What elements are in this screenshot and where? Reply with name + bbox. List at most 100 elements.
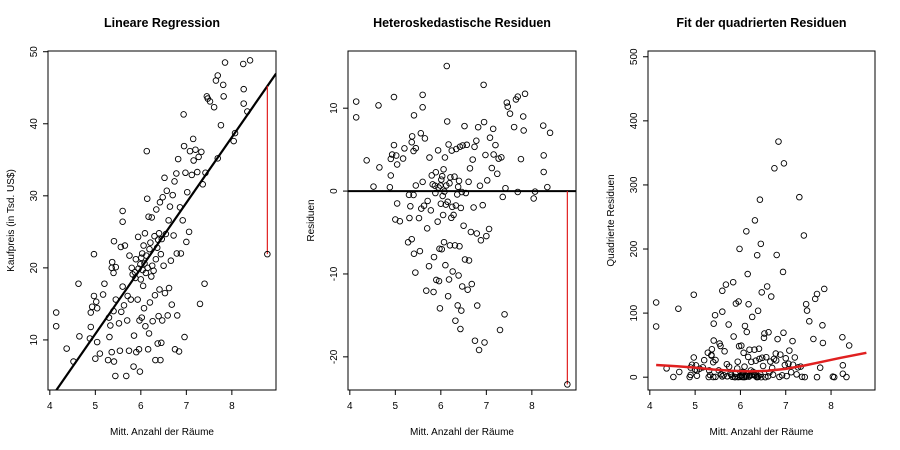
data-point (92, 298, 100, 305)
data-point (52, 309, 60, 316)
data-point (134, 233, 142, 241)
data-point (168, 301, 176, 308)
data-point (194, 168, 201, 176)
x-tick-label: 7 (783, 401, 789, 412)
data-point (427, 207, 435, 214)
data-point (675, 305, 682, 312)
data-point (450, 211, 457, 219)
data-point (86, 335, 94, 342)
data-point (154, 236, 162, 244)
data-point (387, 155, 395, 163)
data-point (390, 93, 398, 101)
data-point (393, 200, 401, 207)
data-point (438, 172, 446, 180)
data-point (802, 300, 810, 308)
data-point (772, 350, 780, 357)
x-axis-label: Mitt. Anzahl der Räume (710, 427, 814, 438)
data-point (132, 255, 140, 263)
data-point (112, 296, 120, 303)
data-point (741, 363, 748, 370)
data-point (110, 358, 118, 365)
data-point (453, 145, 460, 153)
data-point (352, 114, 360, 121)
data-point (519, 113, 527, 120)
data-point (564, 381, 571, 388)
data-point (183, 238, 190, 246)
data-point (839, 362, 847, 369)
data-point (108, 258, 116, 266)
data-point (432, 189, 439, 197)
data-point (108, 348, 115, 356)
data-point (158, 339, 165, 347)
data-point (219, 81, 227, 89)
data-point (735, 298, 742, 305)
data-point (126, 252, 133, 259)
data-point (462, 189, 470, 197)
data-point (123, 372, 130, 380)
data-point (467, 228, 475, 236)
data-point (652, 299, 660, 306)
data-point (744, 353, 752, 361)
data-point (435, 277, 443, 285)
data-point (742, 373, 750, 381)
data-point (137, 276, 145, 283)
data-point (424, 197, 431, 205)
data-point (769, 371, 777, 378)
data-point (196, 300, 204, 308)
data-point (772, 357, 780, 364)
y-tick-label: 10 (329, 102, 340, 114)
data-point (105, 314, 113, 321)
data-point (813, 290, 821, 298)
data-point (130, 363, 137, 370)
data-point (517, 155, 525, 163)
data-point (767, 293, 775, 300)
data-point (437, 200, 445, 208)
data-point (119, 283, 126, 290)
data-point (264, 250, 271, 258)
data-point (473, 302, 481, 309)
data-point (480, 81, 487, 89)
data-point (231, 129, 239, 137)
data-point (801, 373, 809, 381)
x-tick-label: 6 (438, 401, 444, 412)
data-point (785, 360, 792, 368)
data-point (438, 245, 445, 253)
x-tick-label: 6 (738, 401, 744, 412)
plot-area (52, 57, 276, 390)
data-point (220, 93, 227, 100)
data-point (501, 311, 508, 318)
data-point (773, 251, 780, 259)
data-point (181, 333, 188, 341)
data-point (690, 354, 698, 361)
data-point (775, 138, 782, 145)
data-point (112, 263, 120, 271)
data-point (119, 207, 126, 215)
data-point (121, 242, 129, 249)
data-point (192, 146, 199, 153)
data-point (185, 228, 193, 236)
data-point (421, 135, 429, 142)
data-point (112, 372, 119, 380)
data-point (123, 317, 131, 324)
data-point (457, 325, 464, 333)
plot-frame (647, 50, 876, 391)
data-point (143, 252, 150, 259)
data-point (406, 214, 413, 222)
data-point (158, 317, 166, 324)
data-point (443, 118, 451, 125)
data-point (202, 169, 209, 177)
data-point (787, 368, 795, 376)
data-point (167, 257, 175, 264)
data-point (473, 230, 481, 237)
data-point (199, 181, 206, 188)
x-axis-label: Mitt. Anzahl der Räume (410, 427, 514, 438)
data-point (463, 141, 471, 149)
data-point (451, 242, 459, 249)
panel-3: Fit der quadrierten Residuen Mitt. Anzahl… (606, 16, 876, 438)
data-point (419, 91, 426, 99)
data-point (157, 356, 164, 364)
data-point (781, 361, 789, 369)
data-point (127, 296, 135, 303)
fit-curve (656, 351, 867, 373)
data-point (780, 160, 788, 167)
